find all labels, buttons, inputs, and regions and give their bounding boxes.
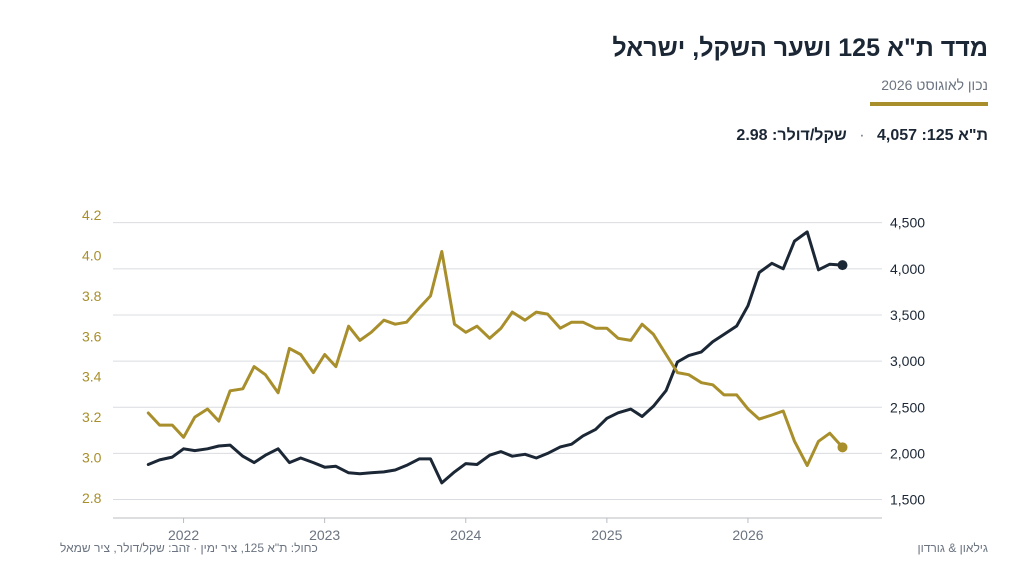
x-axis-tick-label: 2025 (591, 527, 622, 543)
left-axis-tick-label: 3.0 (82, 449, 102, 465)
fx-rate-line (146, 250, 844, 467)
legend-note: כחול: ת"א 125, ציר ימין · זהב: שקל/דולר,… (60, 541, 318, 555)
x-axis-tick-label: 2022 (168, 527, 199, 543)
right-axis-tick-label: 2,500 (890, 399, 925, 415)
right-axis-tick-label: 2,000 (890, 445, 925, 461)
current-values-summary: ת"א 125: 4,057 · שקל/דולר: 2.98 (736, 127, 988, 145)
index-end-marker (837, 260, 848, 271)
right-axis-tick-label: 4,500 (890, 215, 925, 231)
left-axis-tick-label: 4.0 (82, 248, 102, 264)
right-axis-tick-label: 1,500 (890, 492, 925, 508)
index-stat-label: ת"א 125: (921, 127, 988, 144)
right-axis-tick-label: 4,000 (890, 261, 925, 277)
left-axis-tick-label: 2.8 (82, 490, 102, 506)
right-axis-tick-label: 3,000 (890, 353, 925, 369)
x-axis-tick-label: 2024 (450, 527, 481, 543)
fx-stat-value: 2.98 (736, 127, 768, 144)
chart-subtitle: נכון לאוגוסט 2026 (881, 77, 988, 93)
left-axis-tick-label: 3.6 (82, 328, 102, 344)
left-axis-tick-label: 3.2 (82, 409, 102, 425)
source-credit: גילאון & גורדון (917, 541, 988, 555)
chart-title: מדד ת"א 125 ושער השקל, ישראל (612, 34, 988, 62)
x-axis-tick-label: 2026 (732, 527, 763, 543)
fx-stat-label: שקל/דולר: (772, 127, 847, 144)
left-axis-tick-label: 4.2 (82, 207, 102, 223)
left-axis-tick-label: 3.4 (82, 369, 102, 385)
index-line (146, 230, 844, 485)
left-axis-tick-label: 3.8 (82, 288, 102, 304)
x-axis-tick-label: 2023 (309, 527, 340, 543)
index-stat-value: 4,057 (877, 127, 918, 144)
title-accent-bar (870, 102, 988, 106)
stat-separator: · (859, 127, 865, 144)
right-axis-tick-label: 3,500 (890, 307, 925, 323)
fx-rate-end-marker (837, 442, 848, 453)
